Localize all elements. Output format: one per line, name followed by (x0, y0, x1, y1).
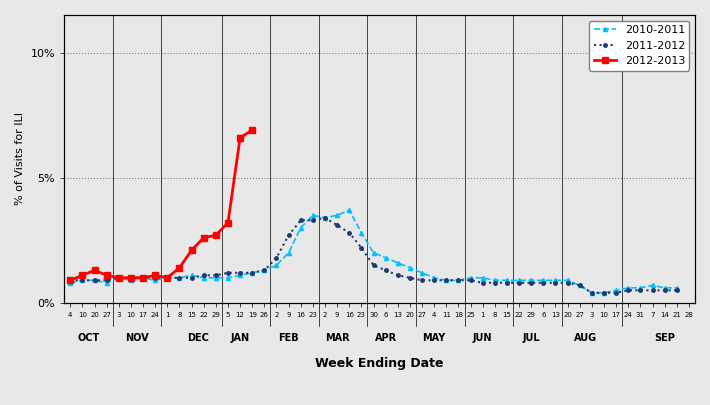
2012-2013 (126, 275, 135, 280)
Text: FEB: FEB (278, 333, 299, 343)
2012-2013 (187, 248, 196, 253)
Text: DEC: DEC (187, 333, 209, 343)
2010-2011 (515, 278, 523, 283)
Y-axis label: % of Visits for ILI: % of Visits for ILI (15, 113, 25, 205)
2010-2011 (672, 286, 681, 290)
2011-2012 (672, 288, 681, 293)
2011-2012 (260, 268, 268, 273)
2010-2011 (479, 275, 487, 280)
2010-2011 (248, 271, 256, 275)
2010-2011 (260, 268, 268, 273)
2012-2013 (138, 275, 147, 280)
2011-2012 (479, 280, 487, 285)
Text: SEP: SEP (654, 333, 675, 343)
2010-2011 (66, 280, 75, 285)
Text: MAR: MAR (325, 333, 349, 343)
2010-2011 (200, 275, 208, 280)
2012-2013 (78, 273, 87, 278)
2012-2013 (90, 268, 99, 273)
2012-2013 (248, 128, 256, 132)
Line: 2010-2011: 2010-2011 (68, 208, 679, 295)
Text: AUG: AUG (574, 333, 597, 343)
Line: 2011-2012: 2011-2012 (69, 216, 679, 294)
2012-2013 (212, 233, 220, 238)
2012-2013 (200, 235, 208, 240)
Text: OCT: OCT (77, 333, 99, 343)
2012-2013 (102, 273, 111, 278)
Text: JUN: JUN (473, 333, 493, 343)
Text: MAY: MAY (422, 333, 446, 343)
2012-2013 (114, 275, 123, 280)
2010-2011 (588, 290, 596, 295)
Text: JAN: JAN (231, 333, 250, 343)
2011-2012 (321, 215, 329, 220)
2012-2013 (224, 220, 232, 225)
2011-2012 (248, 271, 256, 275)
2010-2011 (660, 286, 669, 290)
2010-2011 (345, 208, 354, 213)
2012-2013 (151, 273, 160, 278)
2012-2013 (66, 278, 75, 283)
2011-2012 (515, 280, 523, 285)
2012-2013 (163, 275, 172, 280)
2012-2013 (236, 135, 244, 140)
Text: NOV: NOV (125, 333, 149, 343)
Text: JUL: JUL (523, 333, 540, 343)
2011-2012 (200, 273, 208, 278)
X-axis label: Week Ending Date: Week Ending Date (315, 357, 444, 370)
2011-2012 (66, 278, 75, 283)
2012-2013 (175, 265, 184, 270)
Line: 2012-2013: 2012-2013 (67, 127, 256, 284)
Text: APR: APR (375, 333, 397, 343)
2011-2012 (660, 288, 669, 293)
2011-2012 (588, 290, 596, 295)
Legend: 2010-2011, 2011-2012, 2012-2013: 2010-2011, 2011-2012, 2012-2013 (589, 21, 689, 70)
